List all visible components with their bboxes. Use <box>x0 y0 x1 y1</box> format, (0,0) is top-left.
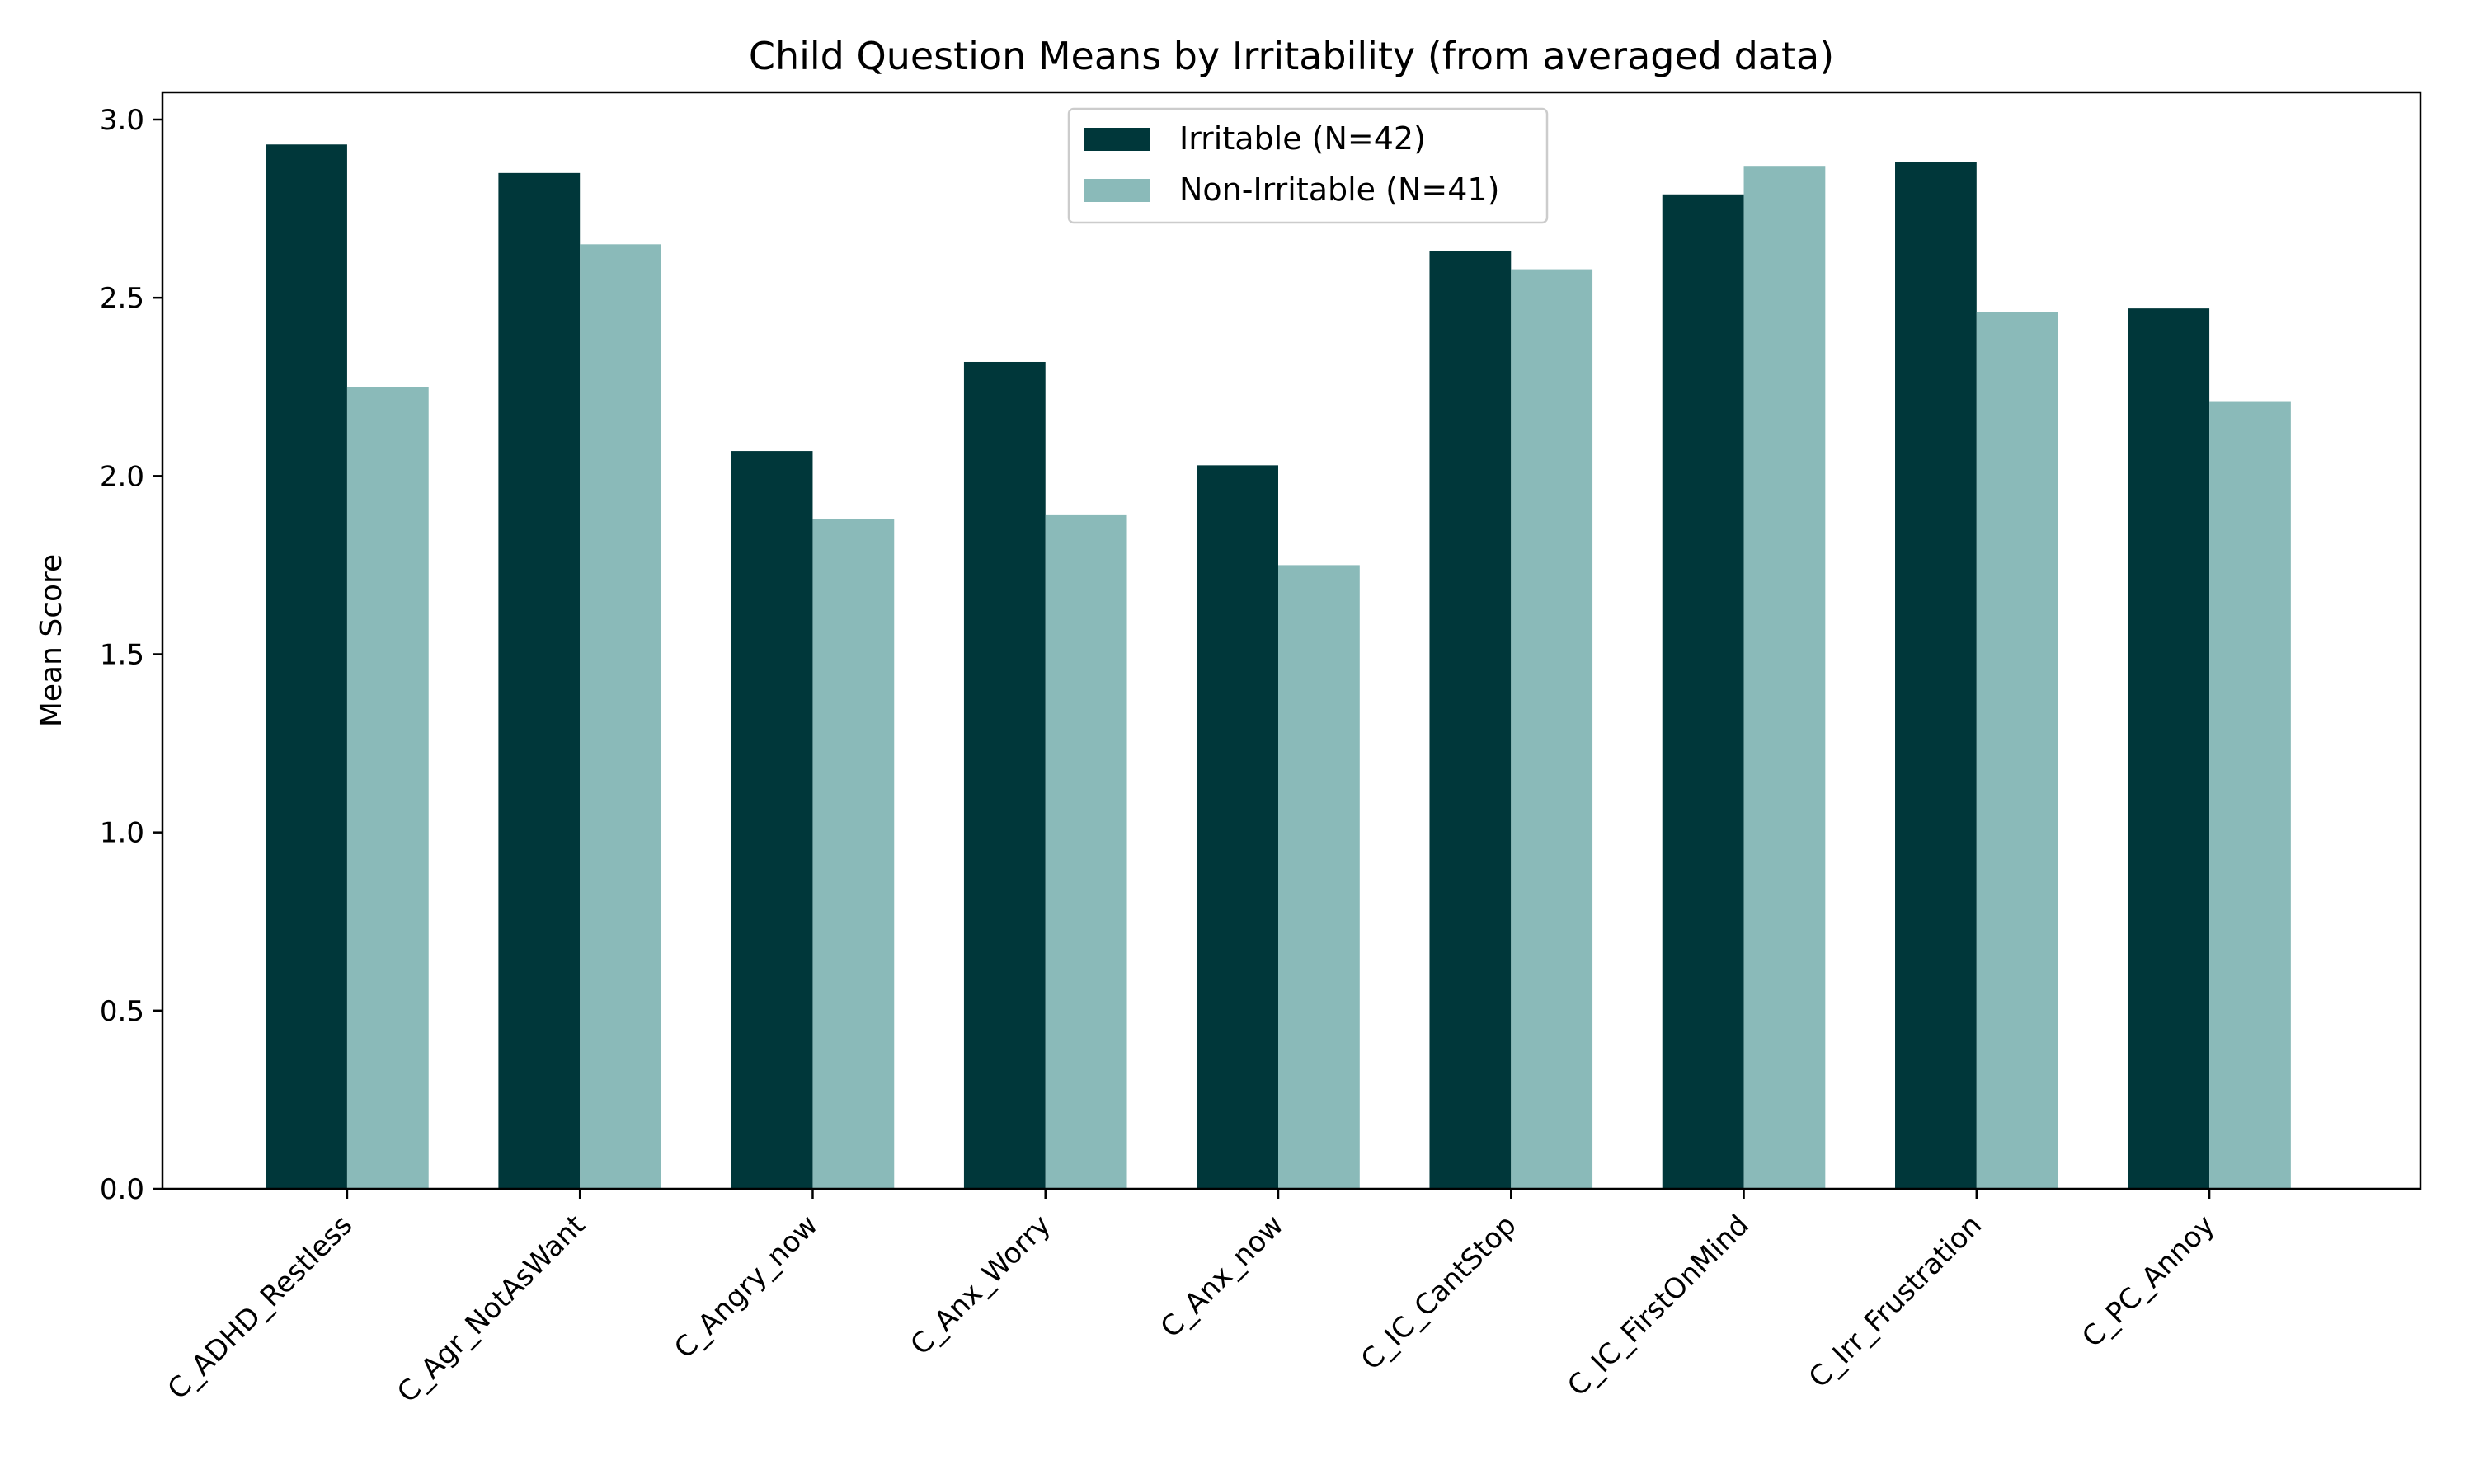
bar-non-irritable-C_Agr_NotAsWant <box>580 244 661 1190</box>
bar-non-irritable-C_IC_FirstOnMind <box>1743 166 1826 1189</box>
legend-swatch-irritable <box>1084 128 1150 151</box>
y-tick-label: 0.0 <box>100 1173 144 1206</box>
chart-title: Child Question Means by Irritability (fr… <box>749 34 1834 78</box>
bar-irritable-C_Agr_NotAsWant <box>498 172 581 1190</box>
y-axis-label: Mean Score <box>35 554 68 727</box>
legend-box <box>1067 107 1549 224</box>
y-ticks: 0.0 0.5 1.0 1.5 2.0 2.5 3.0 <box>100 104 162 1206</box>
y-tick-label: 2.5 <box>100 282 144 315</box>
bar-irritable-C_Anx_now <box>1197 465 1278 1189</box>
legend-label-non-irritable: Non-Irritable (N=41) <box>1179 171 1499 208</box>
legend: Irritable (N=42) Non-Irritable (N=41) <box>1067 107 1549 224</box>
y-tick-label: 1.0 <box>100 817 144 850</box>
bar-non-irritable-C_IC_CantStop <box>1511 269 1593 1190</box>
bar-irritable-C_Anx_Worry <box>963 361 1046 1189</box>
bar-irritable-C_IC_FirstOnMind <box>1662 194 1744 1189</box>
bar-irritable-C_Irr_Frustration <box>1895 162 1977 1189</box>
bar-non-irritable-C_PC_Annoy <box>2209 401 2291 1189</box>
bar-non-irritable-C_Anx_Worry <box>1045 514 1127 1189</box>
bar-irritable-C_PC_Annoy <box>2128 308 2210 1189</box>
y-tick-label: 1.5 <box>100 639 144 672</box>
y-tick-label: 2.0 <box>100 460 144 493</box>
bar-non-irritable-C_Anx_now <box>1278 565 1360 1189</box>
legend-swatch-non-irritable <box>1084 179 1150 202</box>
legend-label-irritable: Irritable (N=42) <box>1179 120 1426 157</box>
bar-non-irritable-C_Angry_now <box>812 519 895 1189</box>
bar-irritable-C_IC_CantStop <box>1429 251 1512 1189</box>
y-tick-label: 3.0 <box>100 104 144 137</box>
bar-non-irritable-C_Irr_Frustration <box>1976 312 2058 1190</box>
bar-irritable-C_Angry_now <box>731 451 813 1189</box>
bars-group <box>266 144 2291 1190</box>
bar-irritable-C_ADHD_Restless <box>266 144 347 1190</box>
y-tick-label: 0.5 <box>100 995 144 1028</box>
plot-frame <box>161 91 2422 1190</box>
bar-non-irritable-C_ADHD_Restless <box>346 387 429 1189</box>
